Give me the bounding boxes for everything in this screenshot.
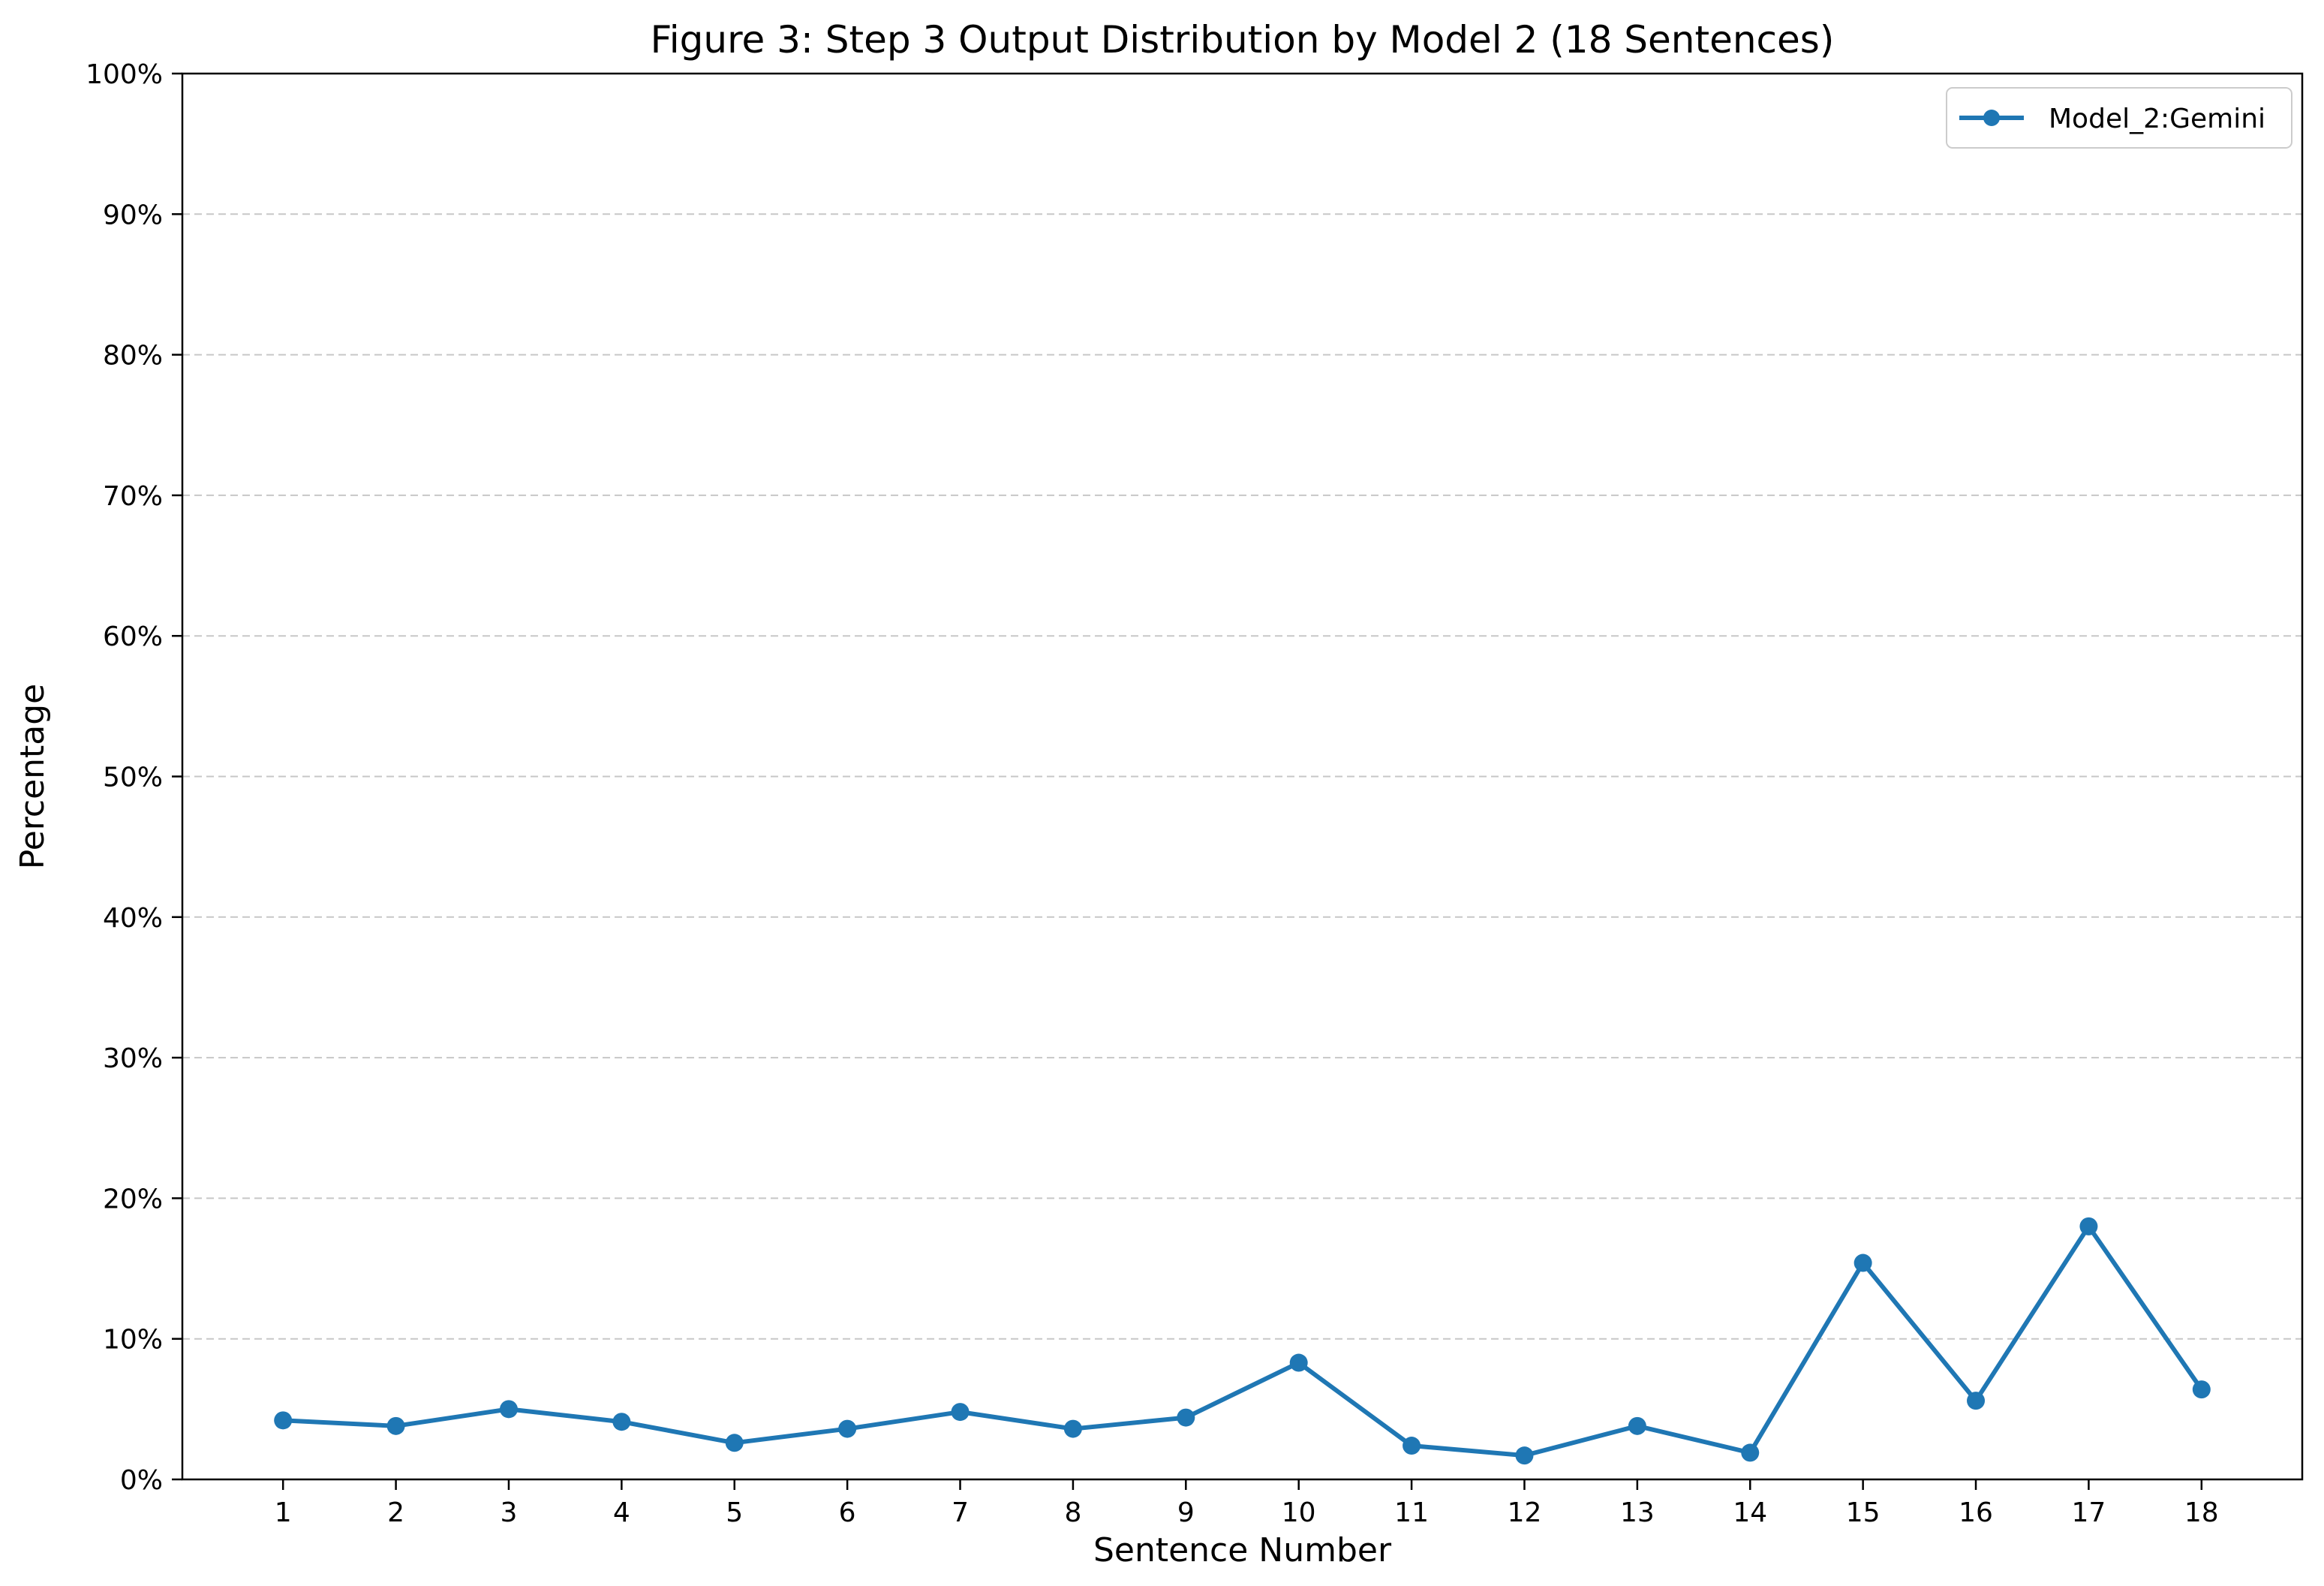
x-tick-label: 11 (1394, 1497, 1429, 1528)
x-tick-label: 5 (726, 1497, 743, 1528)
y-tick-label: 70% (103, 481, 163, 512)
x-axis-label: Sentence Number (1093, 1531, 1392, 1569)
data-point (838, 1419, 857, 1438)
series-line (281, 1223, 2204, 1458)
legend-entry-label: Model_2:Gemini (2049, 104, 2265, 134)
y-tick-label: 10% (103, 1325, 163, 1356)
x-tick-label: 1 (275, 1497, 292, 1528)
data-point (386, 1416, 405, 1435)
data-point (1515, 1446, 1534, 1465)
data-point (1853, 1253, 1872, 1272)
x-axis-ticks: 1 2 3 4 5 6 7 8 9 10 11 12 13 14 15 16 17 18 (275, 1479, 2219, 1528)
x-tick-label: 4 (613, 1497, 630, 1528)
x-tick-label: 7 (952, 1497, 969, 1528)
x-tick-label: 8 (1064, 1497, 1081, 1528)
y-tick-label: 80% (103, 341, 163, 372)
x-tick-label: 15 (1846, 1497, 1881, 1528)
data-point (2192, 1380, 2211, 1399)
y-tick-label: 20% (103, 1184, 163, 1214)
data-point (274, 1411, 293, 1430)
x-tick-label: 10 (1282, 1497, 1316, 1528)
series-layer (274, 1217, 2211, 1465)
x-tick-label: 13 (1620, 1497, 1655, 1528)
legend-marker (1983, 110, 2000, 126)
x-tick-label: 16 (1959, 1497, 1993, 1528)
legend-box (1946, 87, 2292, 149)
x-tick-label: 2 (387, 1497, 404, 1528)
data-point (725, 1434, 744, 1452)
data-point (1289, 1353, 1308, 1372)
y-tick-label: 90% (103, 200, 163, 230)
y-tick-label: 30% (103, 1043, 163, 1074)
data-point (1403, 1437, 1421, 1455)
y-axis-ticks: 0% 10% 20% 30% 40% 50% 60% 70% 80% 90% 100% (86, 59, 182, 1496)
data-point (612, 1413, 631, 1431)
y-tick-label: 60% (103, 621, 163, 652)
x-tick-label: 9 (1177, 1497, 1195, 1528)
y-tick-label: 50% (103, 763, 163, 793)
data-point (951, 1403, 970, 1422)
y-tick-label: 100% (86, 59, 163, 90)
chart-title: Figure 3: Step 3 Output Distribution by … (651, 18, 1835, 62)
data-point (1741, 1443, 1760, 1462)
data-point (1967, 1392, 1986, 1410)
data-point (499, 1400, 518, 1419)
data-point (1628, 1416, 1646, 1435)
y-tick-label: 0% (120, 1465, 163, 1496)
data-point (1177, 1408, 1195, 1427)
legend: Model_2:Gemini (1946, 87, 2292, 149)
x-tick-label: 14 (1733, 1497, 1767, 1528)
x-tick-label: 17 (2072, 1497, 2106, 1528)
x-tick-label: 12 (1508, 1497, 1542, 1528)
x-tick-label: 6 (839, 1497, 856, 1528)
x-tick-label: 18 (2184, 1497, 2219, 1528)
grid-lines (182, 213, 2302, 1340)
y-axis-label: Percentage (14, 684, 52, 870)
x-tick-label: 3 (501, 1497, 518, 1528)
data-point (2079, 1217, 2098, 1235)
y-tick-label: 40% (103, 903, 163, 934)
data-point (1063, 1419, 1082, 1438)
